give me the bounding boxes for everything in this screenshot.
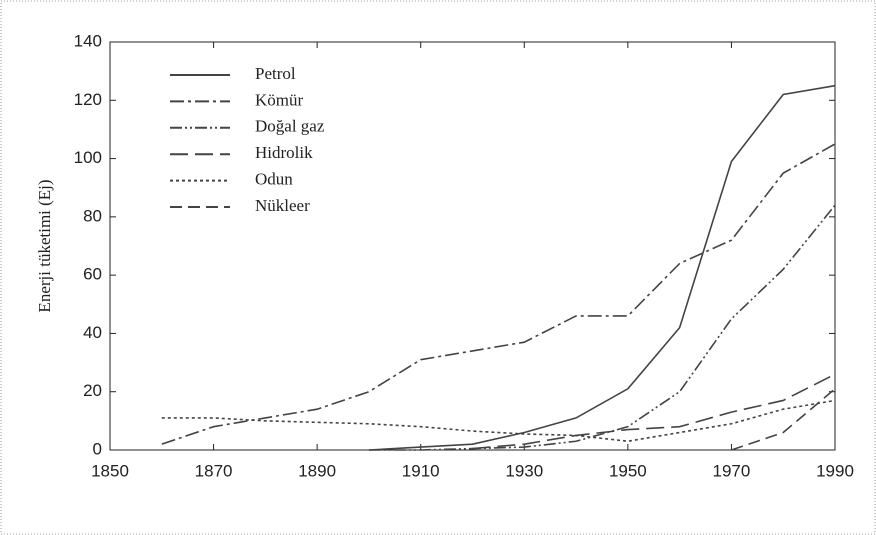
x-tick-label: 1970 xyxy=(713,461,751,480)
y-axis-label: Enerji tüketimi (Ej) xyxy=(35,179,54,312)
y-tick-label: 0 xyxy=(93,439,102,458)
x-tick-label: 1850 xyxy=(91,461,129,480)
y-tick-label: 20 xyxy=(83,381,102,400)
series-line xyxy=(161,143,836,445)
series-line xyxy=(161,399,836,443)
legend-label: Nükleer xyxy=(255,196,310,215)
series-line xyxy=(368,84,836,451)
x-tick-label: 1950 xyxy=(609,461,647,480)
legend-label: Kömür xyxy=(255,90,304,109)
y-tick-label: 60 xyxy=(83,265,102,284)
y-tick-label: 100 xyxy=(74,148,102,167)
x-tick-label: 1870 xyxy=(195,461,233,480)
y-tick-label: 140 xyxy=(74,31,102,50)
series-line xyxy=(368,204,836,451)
legend-label: Doğal gaz xyxy=(255,117,325,136)
series-line xyxy=(731,388,836,451)
legend-label: Odun xyxy=(255,170,293,189)
y-tick-label: 80 xyxy=(83,206,102,225)
legend-label: Hidrolik xyxy=(255,143,313,162)
x-tick-label: 1890 xyxy=(298,461,336,480)
plot-area xyxy=(109,41,836,451)
legend-label: Petrol xyxy=(255,64,296,83)
x-tick-label: 1990 xyxy=(816,461,854,480)
y-tick-label: 40 xyxy=(83,323,102,342)
y-tick-label: 120 xyxy=(74,90,102,109)
x-tick-label: 1930 xyxy=(505,461,543,480)
series-line xyxy=(472,373,836,450)
x-tick-label: 1910 xyxy=(402,461,440,480)
